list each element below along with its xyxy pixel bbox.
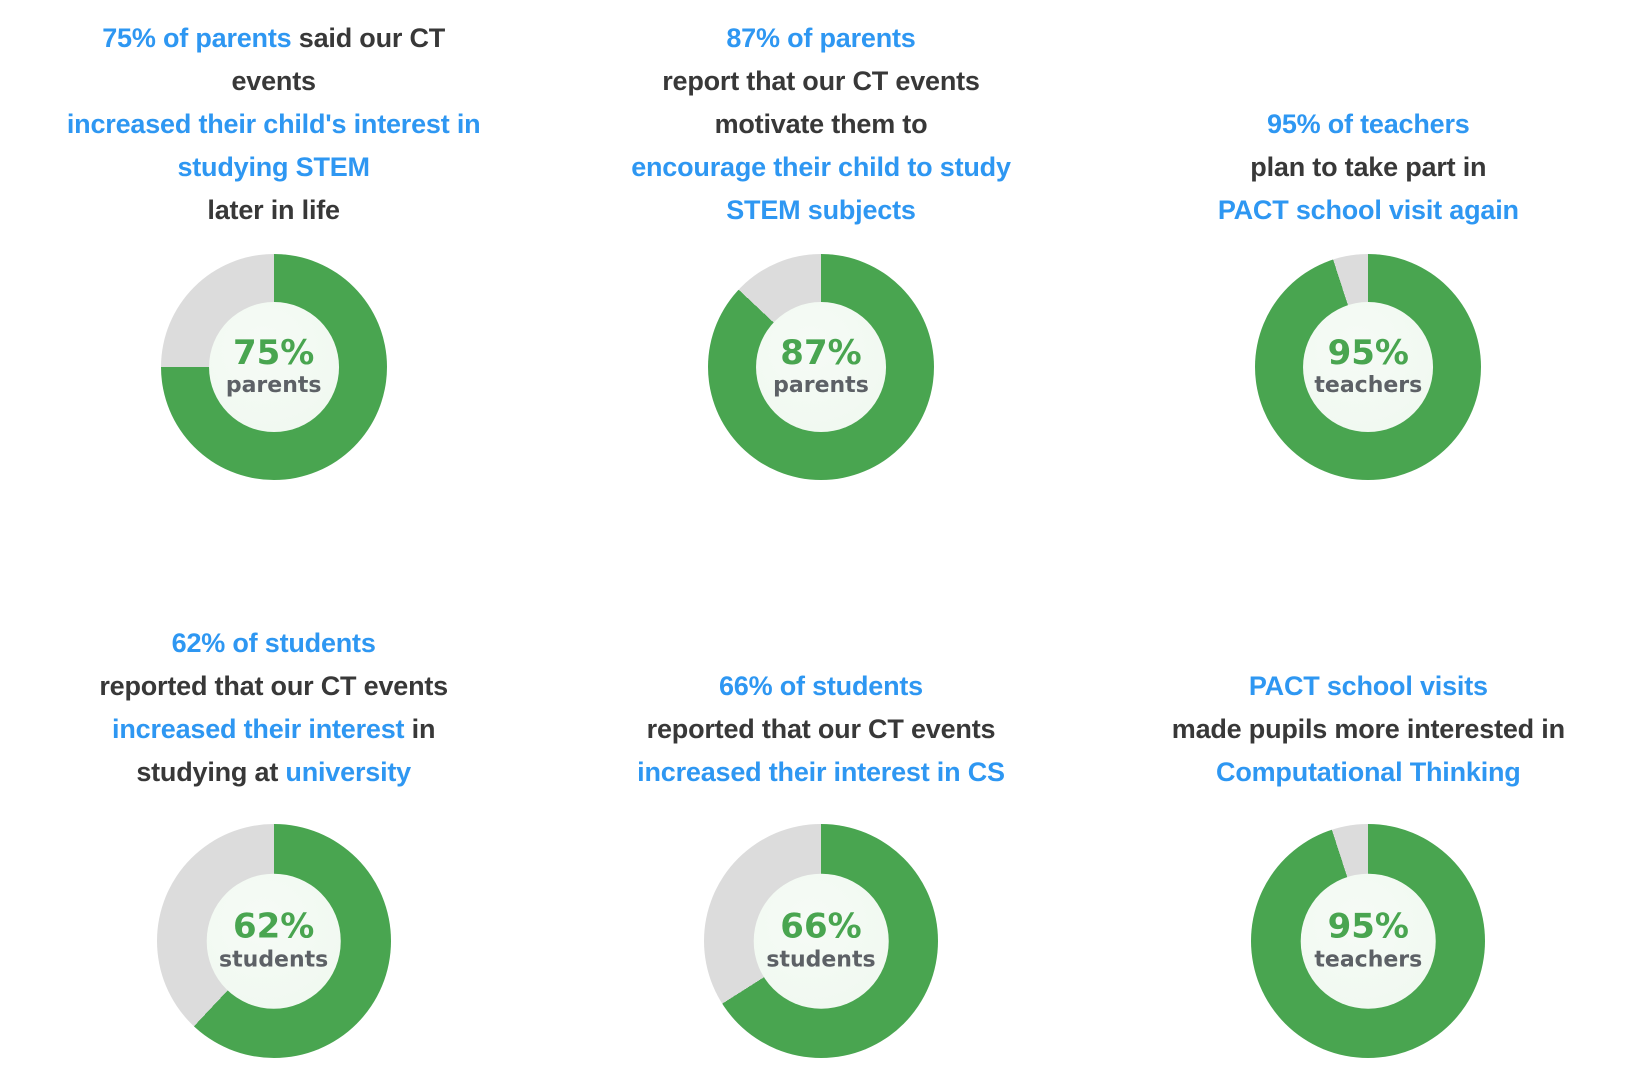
heading-segment: studying at <box>136 757 286 787</box>
donut-chart-teachers-return-visit: 95% teachers <box>1255 254 1482 480</box>
heading-segment: university <box>285 757 411 787</box>
panel-heading: PACT school visits made pupils more inter… <box>1172 598 1565 794</box>
donut-audience-label: students <box>766 947 876 973</box>
heading-segment: plan to take part in <box>1250 152 1487 182</box>
donut-percentage: 95% <box>1327 906 1410 947</box>
donut-chart-parents-stem-interest: 75% parents <box>160 254 387 480</box>
panel-heading: 75% of parents said our CT events increase… <box>67 10 481 232</box>
heading-segment: increased their interest <box>112 714 405 744</box>
heading-line: 87% of parents <box>726 17 915 60</box>
donut-percentage: 87% <box>780 332 862 373</box>
heading-line: increased their interest in CS <box>637 751 1005 794</box>
donut-center: 95% teachers <box>1301 873 1436 1009</box>
heading-line: Computational Thinking <box>1216 751 1521 794</box>
heading-segment: 66% of students <box>718 671 923 701</box>
panel-heading: 87% of parents report that our CT events m… <box>631 10 1011 232</box>
heading-line: STEM subjects <box>726 189 916 232</box>
heading-segment: STEM subjects <box>726 195 916 225</box>
heading-segment: 95% of teachers <box>1267 109 1470 139</box>
panel-heading: 66% of students reported that our CT even… <box>637 598 1005 794</box>
donut-center: 62% students <box>206 873 341 1009</box>
heading-line: PACT school visits <box>1249 665 1488 708</box>
heading-segment: studying STEM <box>177 152 370 182</box>
panel-parents-stem-interest: 75% of parents said our CT events increase… <box>0 10 547 480</box>
panel-students-cs-interest: 66% of students reported that our CT even… <box>547 598 1094 1058</box>
heading-line: report that our CT events <box>662 60 980 103</box>
heading-line: reported that our CT events <box>99 665 448 708</box>
heading-segment: encourage their child to study <box>631 152 1011 182</box>
heading-segment: reported that our CT events <box>99 671 448 701</box>
heading-segment: increased their child's interest in <box>66 109 481 139</box>
donut-chart-students-cs-interest: 66% students <box>703 824 938 1058</box>
heading-segment: in <box>404 714 436 744</box>
heading-segment: PACT school visit again <box>1217 195 1519 225</box>
heading-line: made pupils more interested in <box>1172 708 1565 751</box>
donut-audience-label: parents <box>773 373 869 399</box>
heading-segment: PACT school visits <box>1248 671 1488 701</box>
donut-audience-label: teachers <box>1314 947 1423 973</box>
panel-students-university-interest: 62% of students reported that our CT even… <box>0 598 547 1058</box>
heading-line: 66% of students <box>719 665 923 708</box>
donut-center: 66% students <box>753 873 889 1009</box>
heading-line: events <box>231 60 316 103</box>
heading-segment: later in life <box>207 195 340 225</box>
panel-heading: 62% of students reported that our CT even… <box>99 598 448 794</box>
heading-segment: Computational Thinking <box>1216 757 1521 787</box>
heading-segment: 62% of students <box>171 628 376 658</box>
panel-heading: 95% of teachers plan to take part in PACT … <box>1218 10 1519 232</box>
donut-center: 95% teachers <box>1303 302 1434 432</box>
heading-segment: said our CT <box>291 23 446 53</box>
donut-center: 87% parents <box>756 302 886 432</box>
panel-pupils-ct-interest: PACT school visits made pupils more inter… <box>1095 598 1642 1058</box>
donut-chart-students-university-interest: 62% students <box>156 824 391 1058</box>
donut-audience-label: parents <box>225 373 322 399</box>
heading-segment: 87% of parents <box>726 23 916 53</box>
donut-percentage: 62% <box>232 906 315 947</box>
heading-line: 62% of students <box>172 622 376 665</box>
heading-line: increased their interest in <box>112 708 435 751</box>
heading-segment: increased their interest in CS <box>637 757 1005 787</box>
donut-center: 75% parents <box>208 302 339 432</box>
heading-line: PACT school visit again <box>1218 189 1519 232</box>
donut-audience-label: teachers <box>1314 373 1423 399</box>
heading-segment: events <box>231 66 316 96</box>
heading-line: 95% of teachers <box>1267 103 1470 146</box>
heading-segment: motivate them to <box>714 109 928 139</box>
heading-segment: reported that our CT events <box>646 714 996 744</box>
heading-line: motivate them to <box>715 103 928 146</box>
heading-line: increased their child's interest in <box>67 103 481 146</box>
donut-percentage: 66% <box>780 906 862 947</box>
heading-line: studying STEM <box>177 146 370 189</box>
heading-line: reported that our CT events <box>647 708 996 751</box>
donut-audience-label: students <box>219 947 329 973</box>
heading-segment: 75% of parents <box>102 23 292 53</box>
heading-line: 75% of parents said our CT <box>102 17 445 60</box>
heading-segment: report that our CT events <box>662 66 980 96</box>
heading-line: studying at university <box>136 751 411 794</box>
donut-chart-parents-encourage-stem: 87% parents <box>707 254 934 480</box>
donut-percentage: 95% <box>1327 332 1409 373</box>
donut-chart-pupils-ct-interest: 95% teachers <box>1251 824 1486 1058</box>
heading-line: plan to take part in <box>1250 146 1486 189</box>
heading-segment: made pupils more interested in <box>1171 714 1565 744</box>
donut-percentage: 75% <box>232 332 315 373</box>
panel-parents-encourage-stem: 87% of parents report that our CT events m… <box>547 10 1094 480</box>
heading-line: later in life <box>207 189 340 232</box>
panel-teachers-return-visit: 95% of teachers plan to take part in PACT … <box>1095 10 1642 480</box>
heading-line: encourage their child to study <box>631 146 1011 189</box>
